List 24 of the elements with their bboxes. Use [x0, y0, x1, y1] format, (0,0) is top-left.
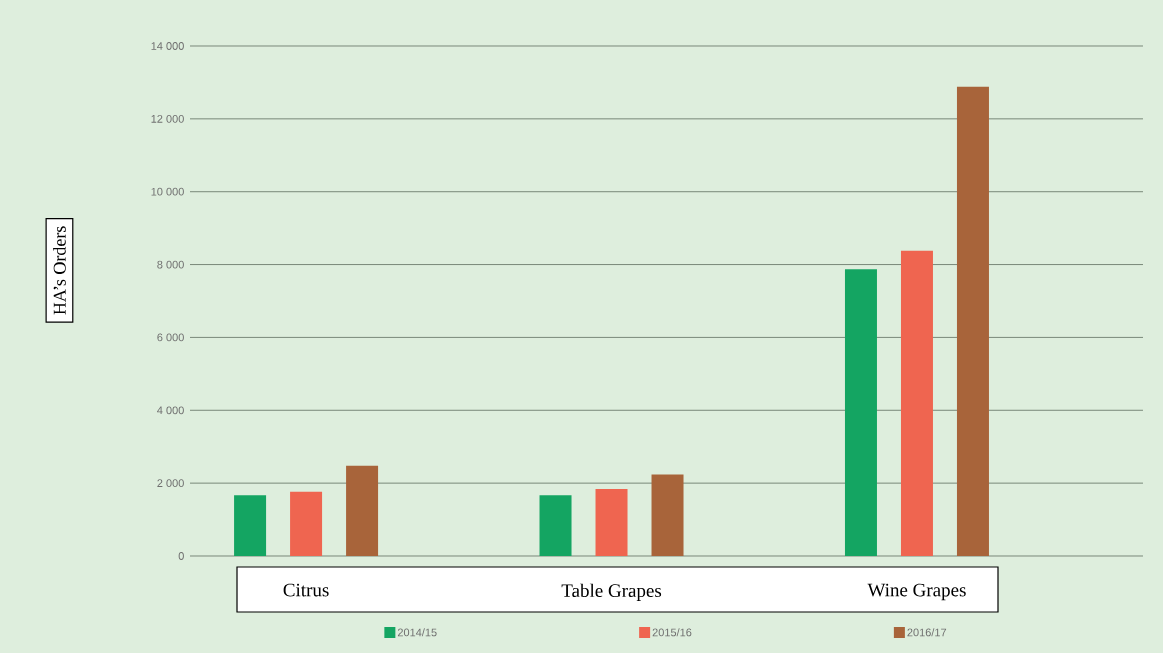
y-tick-label: 0 [178, 552, 184, 560]
y-tick-label: 12 000 [151, 114, 184, 123]
x-tick-label: Wine Grapes [867, 583, 966, 601]
bar [956, 86, 989, 556]
y-tick-label: 6 000 [157, 333, 184, 342]
y-tick-label: 4 000 [157, 406, 184, 415]
y-tick-label: 2 000 [157, 479, 184, 488]
bar [844, 269, 877, 556]
bar [651, 474, 684, 556]
x-tick-label: Table Grapes [561, 583, 662, 601]
legend-label: 2016/17 [907, 628, 947, 637]
bar [595, 488, 628, 556]
bar [234, 495, 267, 556]
y-tick-label: 8 000 [157, 260, 184, 269]
y-tick-label: 10 000 [151, 187, 184, 196]
y-axis-title: HA’s Orders [53, 226, 66, 315]
y-tick-label: 14 000 [151, 42, 184, 50]
bar [539, 495, 572, 556]
bar [346, 465, 379, 556]
bar [900, 250, 933, 556]
x-tick-label: Citrus [283, 583, 329, 597]
bar [290, 491, 323, 556]
legend-label: 2015/16 [652, 628, 692, 637]
legend-label: 2014/15 [397, 628, 437, 637]
